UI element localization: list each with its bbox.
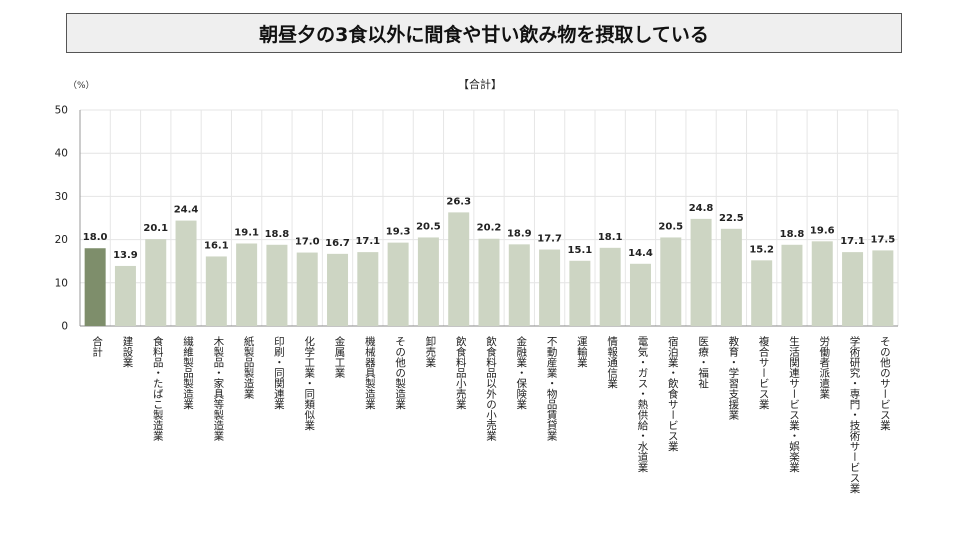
data-label: 17.0 [295,237,320,248]
x-tick-label: 複合サービス業 [757,336,770,410]
data-label: 17.5 [871,234,896,245]
x-tick-label: 機械器具製造業 [363,336,376,410]
data-label: 16.1 [204,240,229,251]
chart-title: 【合計】 [458,78,502,91]
x-tick-label: 飲食料品小売業 [454,336,467,410]
bar-15 [539,249,561,326]
x-tick-label: 繊維製品製造業 [182,336,195,410]
data-label: 19.1 [234,227,259,238]
bar-26 [872,250,894,326]
data-label: 24.8 [689,203,714,214]
y-tick-label: 0 [61,321,68,333]
data-label: 20.5 [658,221,683,232]
data-label: 15.1 [568,245,593,256]
bar-23 [781,244,803,326]
data-label: 17.1 [355,236,380,247]
x-tick-label: 金属工業 [333,336,346,378]
x-tick-label: その他のサービス業 [878,336,891,431]
bar-18 [629,263,651,326]
x-tick-label: 金融業・保険業 [515,336,528,410]
x-tick-label: 運輸業 [575,336,588,368]
x-tick-label: 宿泊業・飲食サービス業 [666,336,679,452]
bar-1 [114,265,136,326]
data-label: 18.0 [83,232,108,243]
bar-2 [145,239,167,326]
bar-9 [357,252,379,326]
bar-5 [236,243,258,326]
x-tick-label: 建設業 [121,336,134,368]
bar-24 [811,241,833,326]
x-tick-label: 電気・ガス・熱供給・水道業 [636,336,649,473]
bar-20 [690,218,712,326]
y-tick-label: 20 [55,234,68,246]
x-tick-label: 教育・学習支援業 [727,336,740,420]
data-label: 15.2 [749,244,774,255]
data-label: 20.5 [416,221,441,232]
x-tick-label: 不動産業・物品賃貸業 [545,336,558,441]
bar-22 [751,260,773,326]
data-label: 18.9 [507,228,532,239]
y-tick-label: 30 [55,191,68,203]
bar-6 [266,244,288,326]
x-tick-label: 紙製品製造業 [242,336,255,399]
x-tick-label: 労働者派遣業 [818,336,831,399]
data-label: 19.3 [386,227,411,238]
bar-7 [296,252,318,326]
data-label: 20.1 [143,223,168,234]
data-label: 18.8 [265,229,290,240]
bar-16 [569,260,591,326]
bar-17 [599,247,621,326]
bar-4 [205,256,227,326]
data-label: 18.8 [780,229,805,240]
bar-8 [327,253,349,326]
bar-21 [720,228,742,326]
bar-0 [84,248,106,326]
data-label: 26.3 [446,196,471,207]
data-label: 17.7 [537,234,562,245]
x-tick-label: 学術研究・専門・技術サービス業 [848,336,861,494]
y-unit-label: （%） [68,81,95,91]
bar-19 [660,237,682,326]
y-tick-label: 40 [55,148,68,160]
x-tick-label: 化学工業・同類似業 [303,336,316,431]
slide-title: 朝昼夕の3食以外に間食や甘い飲み物を摂取している [66,13,902,53]
bar-25 [842,252,864,326]
y-tick-label: 10 [55,277,68,289]
bar-13 [478,238,500,326]
data-label: 17.1 [840,236,865,247]
x-tick-label: 食料品・たばこ製造業 [151,336,164,441]
bar-12 [448,212,470,326]
data-label: 16.7 [325,238,350,249]
bar-10 [387,242,409,326]
data-label: 22.5 [719,213,744,224]
x-tick-label: 生活関連サービス業・娯楽業 [787,336,800,473]
data-label: 18.1 [598,232,623,243]
x-tick-label: 印刷・同関連業 [272,336,285,410]
data-label: 13.9 [113,250,138,261]
x-tick-label: 卸売業 [424,336,437,368]
data-label: 20.2 [477,223,502,234]
data-label: 24.4 [174,205,199,216]
bar-11 [417,237,439,326]
x-tick-label: 情報通信業 [606,336,619,389]
x-tick-label: 飲食料品以外の小売業 [485,336,497,441]
bar-3 [175,220,197,326]
x-tick-label: 医療・福祉 [697,336,710,389]
data-label: 14.4 [628,248,653,259]
x-tick-label: その他の製造業 [394,336,407,410]
y-tick-label: 50 [55,105,68,117]
x-tick-label: 合計 [91,336,104,357]
data-label: 19.6 [810,225,835,236]
bar-14 [508,244,530,326]
x-tick-label: 木製品・家具等製造業 [212,336,225,441]
